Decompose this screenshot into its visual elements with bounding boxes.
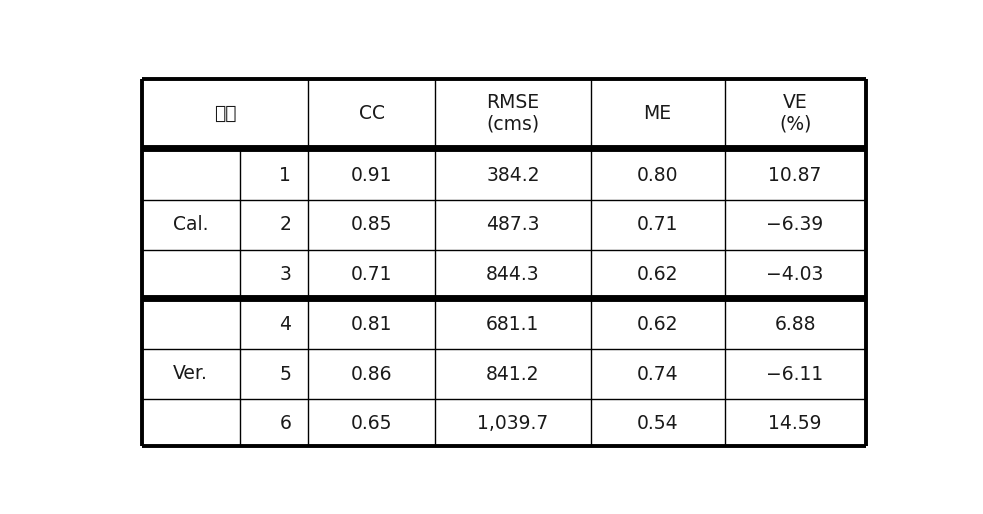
Text: 1,039.7: 1,039.7 [477, 414, 549, 433]
Text: 681.1: 681.1 [487, 315, 540, 334]
Text: 2: 2 [279, 215, 291, 234]
Text: −6.11: −6.11 [767, 364, 824, 383]
Text: VE
(%): VE (%) [779, 93, 811, 134]
Text: 487.3: 487.3 [486, 215, 540, 234]
Text: 0.71: 0.71 [351, 265, 392, 284]
Text: Ver.: Ver. [173, 364, 208, 383]
Text: 14.59: 14.59 [769, 414, 822, 433]
Text: 10.87: 10.87 [769, 166, 822, 185]
Text: −6.39: −6.39 [767, 215, 824, 234]
Text: 0.86: 0.86 [351, 364, 392, 383]
Text: 6.88: 6.88 [775, 315, 816, 334]
Text: 0.81: 0.81 [351, 315, 392, 334]
Text: 0.85: 0.85 [351, 215, 392, 234]
Text: 0.91: 0.91 [351, 166, 392, 185]
Text: 6: 6 [279, 414, 291, 433]
Text: 1: 1 [279, 166, 291, 185]
Text: ME: ME [644, 104, 671, 123]
Text: 384.2: 384.2 [486, 166, 540, 185]
Text: −4.03: −4.03 [767, 265, 824, 284]
Text: RMSE
(cms): RMSE (cms) [487, 93, 540, 134]
Text: 0.80: 0.80 [637, 166, 678, 185]
Text: 844.3: 844.3 [486, 265, 540, 284]
Text: 5: 5 [279, 364, 291, 383]
Text: 0.65: 0.65 [351, 414, 392, 433]
Text: 841.2: 841.2 [486, 364, 540, 383]
Text: 4: 4 [279, 315, 291, 334]
Text: 구분: 구분 [214, 104, 236, 123]
Text: CC: CC [359, 104, 384, 123]
Text: 0.74: 0.74 [637, 364, 678, 383]
Text: 0.54: 0.54 [637, 414, 678, 433]
Text: 0.62: 0.62 [637, 265, 678, 284]
Text: 0.71: 0.71 [637, 215, 678, 234]
Text: 3: 3 [279, 265, 291, 284]
Text: Cal.: Cal. [173, 215, 208, 234]
Text: 0.62: 0.62 [637, 315, 678, 334]
